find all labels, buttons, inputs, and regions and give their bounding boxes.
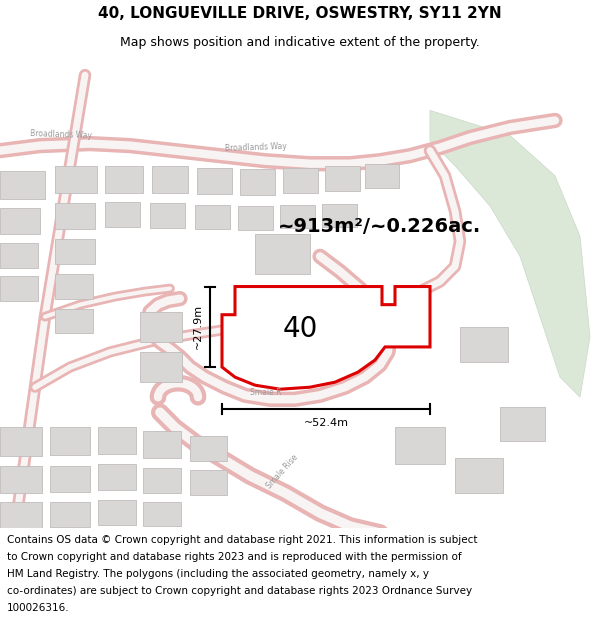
Text: ~52.4m: ~52.4m xyxy=(304,418,349,428)
Text: Broadlands Way: Broadlands Way xyxy=(225,141,287,152)
Polygon shape xyxy=(460,327,508,362)
Polygon shape xyxy=(0,502,42,528)
Polygon shape xyxy=(105,166,143,193)
Polygon shape xyxy=(0,428,42,456)
Text: co-ordinates) are subject to Crown copyright and database rights 2023 Ordnance S: co-ordinates) are subject to Crown copyr… xyxy=(7,586,472,596)
Polygon shape xyxy=(143,468,181,493)
Polygon shape xyxy=(98,464,136,490)
Polygon shape xyxy=(143,431,181,457)
Polygon shape xyxy=(98,428,136,454)
Text: Smale Rise: Smale Rise xyxy=(265,452,300,490)
Text: Contains OS data © Crown copyright and database right 2021. This information is : Contains OS data © Crown copyright and d… xyxy=(7,535,478,545)
Polygon shape xyxy=(240,169,275,195)
Text: 40: 40 xyxy=(283,315,317,342)
Polygon shape xyxy=(395,428,445,464)
Polygon shape xyxy=(98,500,136,525)
Text: to Crown copyright and database rights 2023 and is reproduced with the permissio: to Crown copyright and database rights 2… xyxy=(7,552,462,562)
Polygon shape xyxy=(0,243,38,268)
Polygon shape xyxy=(0,466,42,493)
Polygon shape xyxy=(143,502,181,526)
Polygon shape xyxy=(105,202,140,227)
Text: Map shows position and indicative extent of the property.: Map shows position and indicative extent… xyxy=(120,36,480,49)
Polygon shape xyxy=(430,111,590,398)
Text: ~27.9m: ~27.9m xyxy=(193,304,203,349)
Polygon shape xyxy=(55,166,97,193)
Polygon shape xyxy=(150,203,185,228)
Polygon shape xyxy=(55,309,93,333)
Text: Broadlands Way: Broadlands Way xyxy=(30,129,92,141)
Polygon shape xyxy=(50,466,90,492)
Polygon shape xyxy=(222,286,430,389)
Polygon shape xyxy=(190,436,227,461)
Polygon shape xyxy=(255,234,310,274)
Polygon shape xyxy=(0,208,40,234)
Polygon shape xyxy=(500,408,545,441)
Polygon shape xyxy=(50,428,90,454)
Text: 40, LONGUEVILLE DRIVE, OSWESTRY, SY11 2YN: 40, LONGUEVILLE DRIVE, OSWESTRY, SY11 2Y… xyxy=(98,6,502,21)
Text: ~913m²/~0.226ac.: ~913m²/~0.226ac. xyxy=(278,217,482,236)
Polygon shape xyxy=(55,274,93,299)
Polygon shape xyxy=(238,206,273,230)
Text: 100026316.: 100026316. xyxy=(7,602,70,612)
Polygon shape xyxy=(195,205,230,229)
Polygon shape xyxy=(140,312,182,342)
Text: HM Land Registry. The polygons (including the associated geometry, namely x, y: HM Land Registry. The polygons (includin… xyxy=(7,569,429,579)
Polygon shape xyxy=(0,171,45,199)
Polygon shape xyxy=(152,166,188,193)
Polygon shape xyxy=(197,168,232,194)
Polygon shape xyxy=(322,204,357,227)
Text: Smale R: Smale R xyxy=(250,388,281,398)
Polygon shape xyxy=(55,203,95,229)
Polygon shape xyxy=(455,458,503,493)
Polygon shape xyxy=(325,166,360,191)
Polygon shape xyxy=(280,205,315,228)
Polygon shape xyxy=(190,470,227,495)
Polygon shape xyxy=(55,239,95,264)
Polygon shape xyxy=(140,352,182,382)
Polygon shape xyxy=(0,276,38,301)
Polygon shape xyxy=(365,164,399,188)
Polygon shape xyxy=(283,168,318,193)
Polygon shape xyxy=(50,502,90,527)
